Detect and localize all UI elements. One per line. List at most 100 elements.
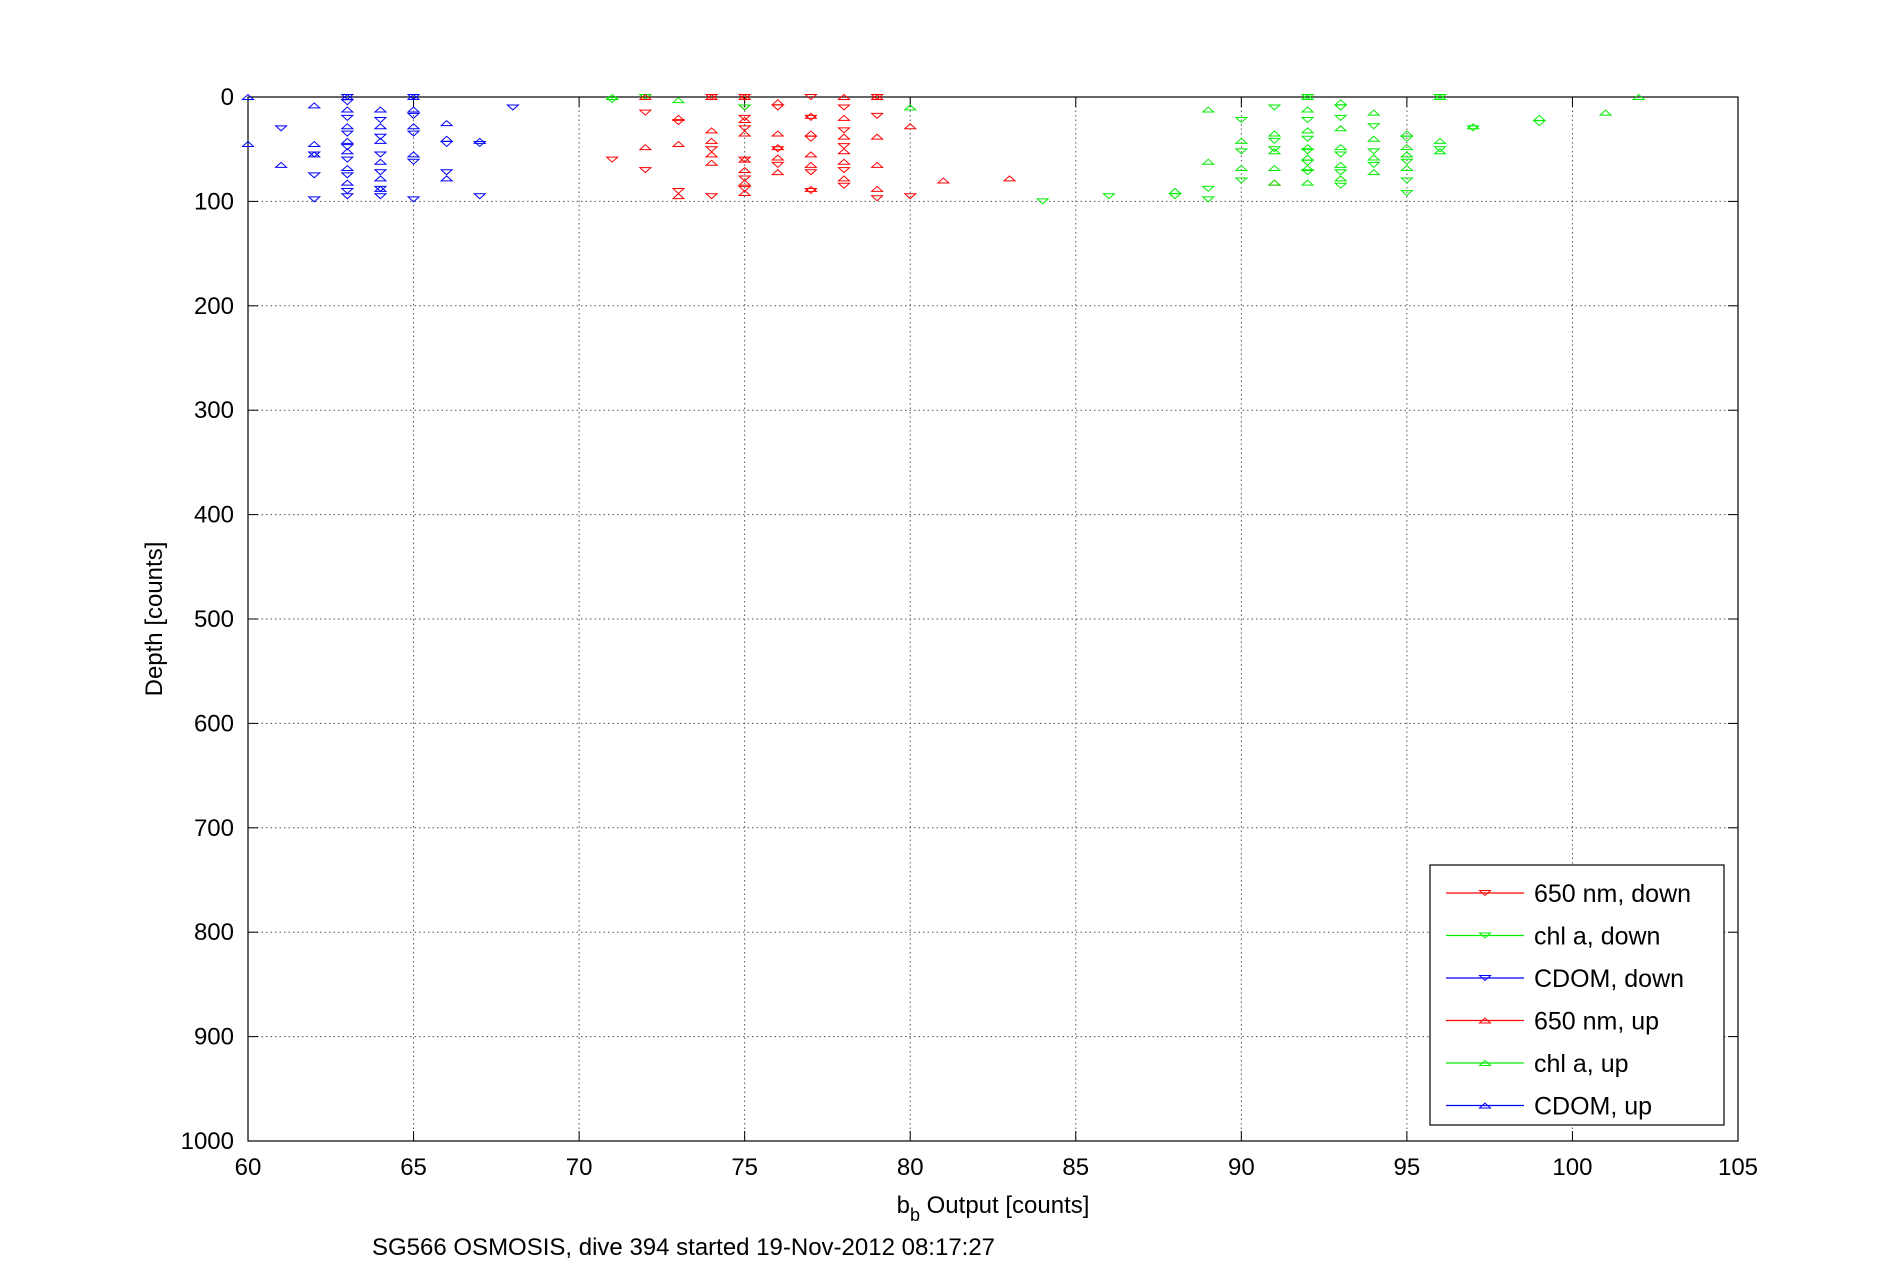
data-point (373, 158, 388, 165)
data-point (870, 133, 884, 140)
data-point (373, 151, 388, 158)
data-point (1234, 116, 1249, 124)
data-point (837, 158, 851, 165)
data-point (870, 185, 884, 192)
y-tick-label: 600 (194, 710, 234, 737)
legend-entry-label: CDOM, down (1534, 965, 1684, 993)
data-point (704, 193, 719, 200)
data-point (870, 93, 884, 100)
data-point (274, 161, 288, 168)
data-point (1333, 169, 1348, 176)
data-point (340, 164, 355, 171)
data-point (406, 196, 421, 203)
data-point (837, 127, 851, 134)
legend-box (1429, 864, 1725, 1126)
data-point (1400, 177, 1414, 184)
y-tick-label: 900 (194, 1024, 234, 1051)
data-point (804, 161, 818, 168)
data-point (770, 169, 785, 176)
data-point (671, 187, 686, 195)
data-point (439, 141, 454, 148)
data-point (903, 123, 918, 130)
data-point (1267, 164, 1282, 171)
data-point (837, 133, 851, 140)
data-point (1333, 161, 1348, 168)
data-point (1366, 154, 1381, 161)
data-point (340, 114, 355, 122)
data-point (340, 144, 355, 151)
data-point (737, 166, 752, 174)
legend-entry-label: CDOM, up (1534, 1093, 1652, 1121)
data-point (274, 125, 288, 132)
data-point (1400, 158, 1414, 165)
data-point (340, 106, 355, 113)
y-tick-label: 100 (194, 188, 234, 215)
data-point (770, 161, 785, 169)
data-point (671, 119, 686, 126)
data-point (1333, 143, 1348, 151)
data-point (837, 148, 851, 155)
data-point (837, 182, 851, 189)
data-point (340, 123, 355, 130)
data-point (1300, 148, 1315, 155)
data-point (837, 143, 851, 150)
data-point (704, 151, 719, 158)
legend-entry-label: 650 nm, down (1534, 880, 1691, 908)
data-point (1333, 151, 1348, 158)
data-point (1333, 175, 1348, 182)
data-point (406, 158, 421, 165)
data-point (1300, 159, 1315, 166)
data-point (307, 140, 322, 147)
axis-ticks: 60 65 70 75 80 85 90 95 100 105 0 100 200 300 400 500 60… (181, 84, 1758, 1181)
y-tick-label: 0 (221, 84, 234, 111)
data-point (1366, 161, 1381, 169)
legend-marker (1478, 1102, 1492, 1109)
x-axis-label-rest: Output [counts] (920, 1192, 1089, 1219)
data-point (1532, 120, 1547, 127)
data-point (340, 193, 355, 200)
data-point (737, 104, 752, 111)
data-point (704, 93, 719, 100)
data-point (1300, 179, 1315, 186)
data-point (704, 127, 719, 134)
data-point (373, 133, 388, 140)
data-point (406, 93, 421, 100)
legend: 650 nm, down chl a, down CDOM, down 650 nm,… (1429, 864, 1725, 1126)
series-650-nm-down (605, 94, 918, 202)
data-point (704, 137, 719, 144)
data-point (373, 185, 388, 192)
data-point (1300, 106, 1315, 113)
x-tick-label: 90 (1228, 1154, 1255, 1181)
data-point (737, 114, 752, 122)
data-point (406, 130, 421, 137)
data-point (1234, 164, 1249, 171)
data-point (804, 112, 818, 119)
data-point (1267, 146, 1282, 153)
data-point (737, 179, 752, 186)
data-point (1400, 190, 1414, 197)
data-point (1400, 130, 1414, 137)
data-point (804, 94, 818, 101)
legend-entry-label: 650 nm, up (1534, 1008, 1659, 1036)
y-tick-label: 500 (194, 606, 234, 633)
data-point (1300, 127, 1315, 134)
data-point (638, 143, 653, 151)
data-point (1333, 182, 1348, 189)
data-point (340, 137, 355, 144)
data-point (406, 123, 421, 130)
x-tick-label: 65 (400, 1154, 427, 1181)
data-point (770, 104, 785, 111)
data-point (1201, 185, 1216, 193)
data-point (340, 130, 355, 137)
data-point (1234, 137, 1249, 144)
data-point (1532, 114, 1547, 121)
data-point (737, 189, 752, 197)
legend-marker (1478, 890, 1492, 897)
x-axis-label-b: b (897, 1192, 910, 1219)
data-point (1333, 114, 1348, 122)
data-point (340, 187, 355, 195)
series-cdom-up (241, 93, 487, 192)
data-point (373, 169, 388, 176)
data-point (804, 135, 818, 142)
